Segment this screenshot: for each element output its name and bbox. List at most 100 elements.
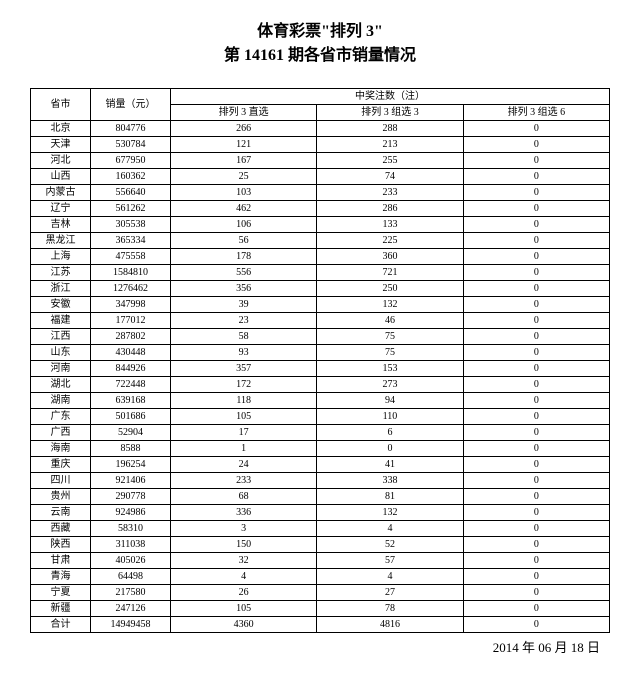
table-cell: 0 — [463, 537, 609, 553]
table-cell: 287802 — [91, 329, 171, 345]
table-row: 北京8047762662880 — [31, 121, 610, 137]
table-cell: 677950 — [91, 153, 171, 169]
table-cell: 14949458 — [91, 617, 171, 633]
table-cell: 75 — [317, 329, 463, 345]
table-cell: 0 — [463, 473, 609, 489]
table-cell: 0 — [463, 121, 609, 137]
header-col3: 排列 3 组选 6 — [463, 105, 609, 121]
table-cell: 0 — [463, 393, 609, 409]
table-cell: 23 — [171, 313, 317, 329]
table-row: 吉林3055381061330 — [31, 217, 610, 233]
table-cell: 4360 — [171, 617, 317, 633]
table-row: 四川9214062333380 — [31, 473, 610, 489]
table-row: 湖北7224481722730 — [31, 377, 610, 393]
table-cell: 0 — [463, 489, 609, 505]
table-cell: 177012 — [91, 313, 171, 329]
table-cell: 103 — [171, 185, 317, 201]
table-cell: 58310 — [91, 521, 171, 537]
table-cell: 288 — [317, 121, 463, 137]
table-cell: 0 — [463, 521, 609, 537]
table-cell: 1584810 — [91, 265, 171, 281]
table-row: 河南8449263571530 — [31, 361, 610, 377]
table-cell: 405026 — [91, 553, 171, 569]
table-row: 天津5307841212130 — [31, 137, 610, 153]
table-cell: 福建 — [31, 313, 91, 329]
table-cell: 32 — [171, 553, 317, 569]
table-cell: 336 — [171, 505, 317, 521]
table-cell: 78 — [317, 601, 463, 617]
table-cell: 山西 — [31, 169, 91, 185]
table-row: 福建17701223460 — [31, 313, 610, 329]
table-row: 广东5016861051100 — [31, 409, 610, 425]
table-cell: 81 — [317, 489, 463, 505]
table-row: 山东43044893750 — [31, 345, 610, 361]
table-cell: 0 — [463, 553, 609, 569]
report-title: 体育彩票"排列 3" 第 14161 期各省市销量情况 — [30, 20, 610, 68]
table-row: 宁夏21758026270 — [31, 585, 610, 601]
table-row: 贵州29077868810 — [31, 489, 610, 505]
table-cell: 北京 — [31, 121, 91, 137]
table-cell: 150 — [171, 537, 317, 553]
table-cell: 75 — [317, 345, 463, 361]
table-cell: 39 — [171, 297, 317, 313]
header-sales: 销量（元） — [91, 89, 171, 121]
table-cell: 64498 — [91, 569, 171, 585]
table-row: 云南9249863361320 — [31, 505, 610, 521]
table-cell: 118 — [171, 393, 317, 409]
table-cell: 196254 — [91, 457, 171, 473]
table-cell: 475558 — [91, 249, 171, 265]
table-row: 江西28780258750 — [31, 329, 610, 345]
table-cell: 贵州 — [31, 489, 91, 505]
table-cell: 41 — [317, 457, 463, 473]
header-province: 省市 — [31, 89, 91, 121]
table-cell: 217580 — [91, 585, 171, 601]
table-cell: 0 — [463, 585, 609, 601]
table-cell: 924986 — [91, 505, 171, 521]
table-cell: 26 — [171, 585, 317, 601]
table-cell: 1276462 — [91, 281, 171, 297]
table-cell: 0 — [463, 505, 609, 521]
table-cell: 0 — [463, 601, 609, 617]
table-cell: 0 — [463, 201, 609, 217]
table-cell: 0 — [463, 281, 609, 297]
table-cell: 225 — [317, 233, 463, 249]
table-cell: 广东 — [31, 409, 91, 425]
table-cell: 17 — [171, 425, 317, 441]
table-cell: 501686 — [91, 409, 171, 425]
table-cell: 宁夏 — [31, 585, 91, 601]
table-cell: 462 — [171, 201, 317, 217]
table-cell: 0 — [463, 169, 609, 185]
table-cell: 陕西 — [31, 537, 91, 553]
table-cell: 94 — [317, 393, 463, 409]
table-cell: 106 — [171, 217, 317, 233]
table-cell: 58 — [171, 329, 317, 345]
table-cell: 178 — [171, 249, 317, 265]
table-cell: 内蒙古 — [31, 185, 91, 201]
table-cell: 上海 — [31, 249, 91, 265]
table-cell: 0 — [463, 233, 609, 249]
table-cell: 921406 — [91, 473, 171, 489]
table-cell: 湖北 — [31, 377, 91, 393]
table-row: 安徽347998391320 — [31, 297, 610, 313]
table-row: 甘肃40502632570 — [31, 553, 610, 569]
table-cell: 新疆 — [31, 601, 91, 617]
table-row: 合计14949458436048160 — [31, 617, 610, 633]
table-cell: 合计 — [31, 617, 91, 633]
title-line-2: 第 14161 期各省市销量情况 — [30, 44, 610, 68]
table-row: 黑龙江365334562250 — [31, 233, 610, 249]
table-cell: 重庆 — [31, 457, 91, 473]
table-row: 江苏15848105567210 — [31, 265, 610, 281]
table-cell: 68 — [171, 489, 317, 505]
table-cell: 639168 — [91, 393, 171, 409]
table-row: 青海64498440 — [31, 569, 610, 585]
table-cell: 0 — [463, 441, 609, 457]
table-cell: 1 — [171, 441, 317, 457]
table-cell: 305538 — [91, 217, 171, 233]
table-cell: 721 — [317, 265, 463, 281]
table-cell: 0 — [463, 185, 609, 201]
table-row: 内蒙古5566401032330 — [31, 185, 610, 201]
table-cell: 甘肃 — [31, 553, 91, 569]
table-cell: 黑龙江 — [31, 233, 91, 249]
table-cell: 0 — [463, 457, 609, 473]
table-cell: 27 — [317, 585, 463, 601]
